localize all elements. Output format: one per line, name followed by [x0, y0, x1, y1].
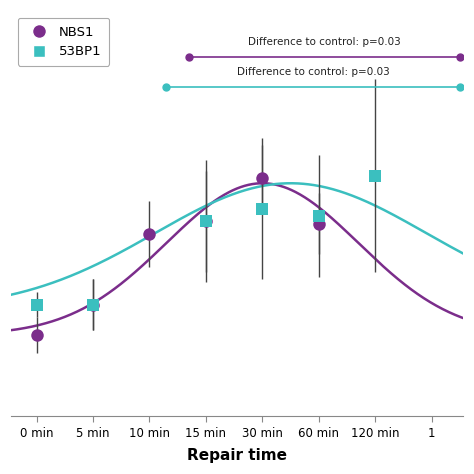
Text: Difference to control: p=0.03: Difference to control: p=0.03 [237, 67, 390, 77]
X-axis label: Repair time: Repair time [187, 448, 287, 463]
Text: Difference to control: p=0.03: Difference to control: p=0.03 [248, 36, 401, 46]
Legend: NBS1, 53BP1: NBS1, 53BP1 [18, 18, 109, 66]
